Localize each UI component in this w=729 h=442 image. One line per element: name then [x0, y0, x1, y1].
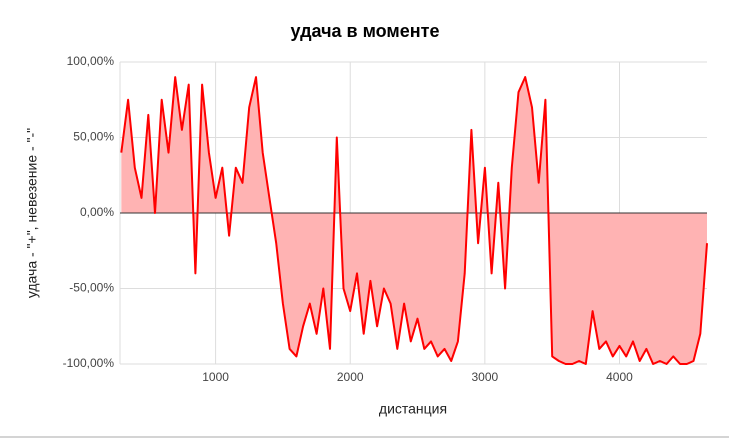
- y-axis-label: удача - "+", невезение - "-": [24, 128, 40, 298]
- x-tick-label: 2000: [337, 370, 364, 384]
- y-tick-label: -100,00%: [63, 356, 115, 370]
- line: [120, 76, 708, 365]
- y-tick-label: -50,00%: [69, 281, 114, 295]
- y-tick-label: 50,00%: [73, 130, 114, 144]
- y-tick-label: 100,00%: [67, 54, 115, 68]
- x-tick-label: 1000: [202, 370, 229, 384]
- x-axis-label: дистанция: [379, 401, 447, 417]
- x-tick-label: 3000: [472, 370, 499, 384]
- area: [121, 77, 708, 364]
- chart-title: удача в моменте: [291, 21, 440, 41]
- x-tick-label: 4000: [606, 370, 633, 384]
- y-tick-label: 0,00%: [80, 205, 114, 219]
